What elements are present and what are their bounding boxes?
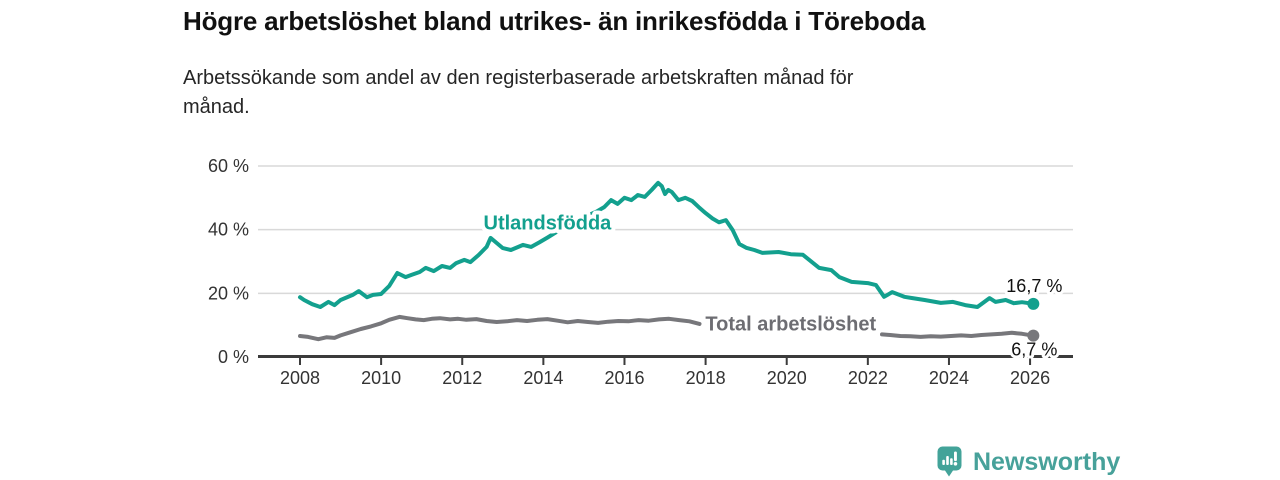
- series-end-dot: [1027, 329, 1040, 342]
- newsworthy-logo: Newsworthy: [936, 444, 1120, 480]
- x-tick-label: 2016: [604, 368, 644, 388]
- x-tick-label: 2026: [1010, 368, 1050, 388]
- y-tick-label: 60 %: [208, 156, 249, 176]
- end-value-label: 6,7 %: [1011, 340, 1057, 360]
- x-tick-label: 2024: [929, 368, 969, 388]
- series-label-utlandsf-dda: Utlandsfödda: [484, 213, 613, 235]
- x-tick-label: 2020: [767, 368, 807, 388]
- series-line-total-arbetsl-shet: [880, 330, 1036, 339]
- chart-subtitle-line1: Arbetssökande som andel av den registerb…: [183, 67, 854, 89]
- x-tick-label: 2010: [361, 368, 401, 388]
- newsworthy-bar-chart-bubble-icon: [937, 446, 962, 477]
- y-tick-label: 40 %: [208, 220, 249, 240]
- x-tick-label: 2012: [442, 368, 482, 388]
- chart-subtitle-line2: månad.: [183, 96, 250, 118]
- x-tick-label: 2022: [848, 368, 888, 388]
- x-tick-label: 2008: [280, 368, 320, 388]
- chart-subtitle: Arbetssökande som andel av den registerb…: [183, 64, 853, 122]
- x-tick-label: 2018: [686, 368, 726, 388]
- newsworthy-wordmark: Newsworthy: [973, 448, 1121, 476]
- series-label-total-arbetsl-shet: Total arbetslöshet: [705, 313, 876, 335]
- series-end-dot: [1027, 297, 1040, 310]
- y-tick-label: 0 %: [218, 347, 249, 367]
- x-tick-label: 2014: [523, 368, 563, 388]
- y-tick-label: 20 %: [208, 283, 249, 303]
- end-value-label: 16,7 %: [1006, 276, 1062, 296]
- series-line-utlandsf-dda: [298, 180, 1036, 309]
- series-line-total-arbetsl-shet: [298, 314, 702, 342]
- chart-title: Högre arbetslöshet bland utrikes- än inr…: [183, 6, 926, 36]
